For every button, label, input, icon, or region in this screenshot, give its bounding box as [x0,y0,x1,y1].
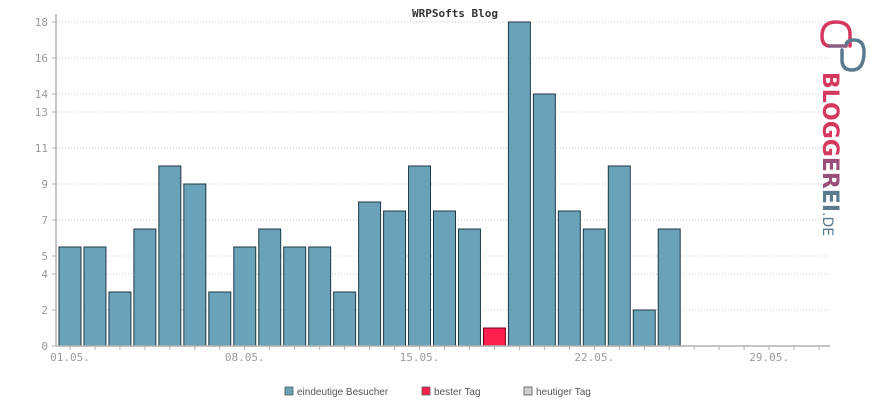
bar [258,228,282,347]
logo-wordmark: BLOGGEREI.DE [817,72,842,236]
bar [582,228,606,347]
bar [133,228,157,347]
x-tick-label: 01.05. [50,351,90,364]
y-tick-label: 0 [41,340,48,353]
legend-label: heutiger Tag [536,387,591,398]
bar [233,246,257,347]
bar [507,21,531,347]
y-tick-label: 9 [41,178,48,191]
bar [183,183,207,347]
bar [333,291,357,347]
x-tick-label: 08.05. [225,351,265,364]
bar [557,210,581,347]
x-tick-label: 29.05. [749,351,789,364]
y-tick-label: 11 [35,142,48,155]
bar [108,291,132,347]
bar [607,165,631,347]
y-tick-label: 13 [35,106,48,119]
y-tick-label: 7 [41,214,48,227]
y-axis-ticks: 0 2 4 5 7 9 11 13 14 16 18 [35,16,56,353]
chart-title: WRPSofts Blog [412,7,498,20]
legend-swatch [421,386,431,396]
bar [83,246,107,347]
y-tick-label: 5 [41,250,48,263]
x-axis-ticks: 01.05. 08.05. 15.05. 22.05. 29.05. [50,346,820,364]
bar [383,210,407,347]
bar [308,246,332,347]
bars-group [58,21,681,347]
y-tick-label: 18 [35,16,48,29]
bar [158,165,182,347]
logo-loop-icon [820,20,866,72]
x-tick-label: 22.05. [574,351,614,364]
bar [457,228,481,347]
legend-label: bester Tag [434,387,481,398]
legend: eindeutige Besucher bester Tag heutiger Ta… [284,386,591,398]
bar [408,165,432,347]
bar [358,201,382,347]
y-tick-label: 16 [35,52,48,65]
bar [433,210,456,347]
bloggerei-logo: BLOGGEREI.DE [817,20,866,236]
axes [55,14,830,347]
bar [532,93,556,347]
y-tick-label: 14 [35,88,49,101]
bar [632,309,656,347]
x-tick-label: 15.05. [400,351,440,364]
bar [657,228,681,347]
bar [283,246,307,347]
y-tick-label: 4 [41,268,48,281]
bar-best-day [482,327,506,347]
y-tick-label: 2 [41,304,48,317]
legend-label: eindeutige Besucher [297,387,389,398]
legend-swatch [523,386,533,396]
bar [208,291,232,347]
legend-swatch [284,386,294,396]
bar [58,246,82,347]
